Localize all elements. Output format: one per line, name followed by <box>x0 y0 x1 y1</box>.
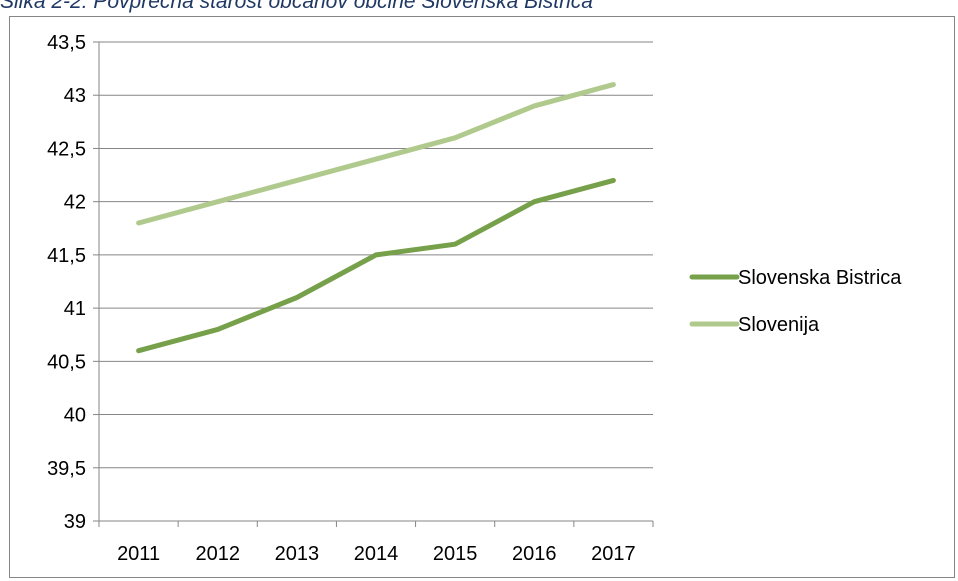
x-tick-label: 2014 <box>354 543 399 565</box>
y-tick-label: 41 <box>64 298 86 320</box>
figure-caption: Slika 2-2: Povprečna starost občanov obč… <box>0 0 593 13</box>
y-tick-labels: 39 39,5 40 40,5 41 41,5 42 42,5 43 43,5 <box>47 32 86 533</box>
y-tick-label: 40 <box>64 405 86 427</box>
x-tick-label: 2013 <box>275 543 320 565</box>
x-tick-label: 2015 <box>433 543 478 565</box>
x-tick-label: 2017 <box>591 543 636 565</box>
series-lines <box>136 82 616 354</box>
gridlines <box>99 41 653 469</box>
chart-frame <box>9 16 955 578</box>
y-tick-label: 40,5 <box>47 351 86 373</box>
y-tick-label: 39,5 <box>47 458 86 480</box>
axes <box>93 41 654 527</box>
y-tick-label: 41,5 <box>47 245 86 267</box>
x-tick-labels: 2011 2012 2013 2014 2015 2016 2017 <box>117 543 636 565</box>
y-tick-label: 42 <box>64 192 86 214</box>
y-tick-label: 43,5 <box>47 32 86 54</box>
y-tick-label: 39 <box>64 511 86 533</box>
x-tick-label: 2016 <box>512 543 557 565</box>
series-line-2 <box>136 82 616 226</box>
legend-label: Slovenija <box>738 314 820 336</box>
x-tick-label: 2011 <box>117 543 160 565</box>
y-tick-label: 42,5 <box>47 138 86 160</box>
y-tick-label: 43 <box>64 85 86 107</box>
legend: Slovenska Bistrica Slovenija <box>689 267 902 336</box>
x-tick-label: 2012 <box>195 543 240 565</box>
legend-label: Slovenska Bistrica <box>738 267 902 289</box>
